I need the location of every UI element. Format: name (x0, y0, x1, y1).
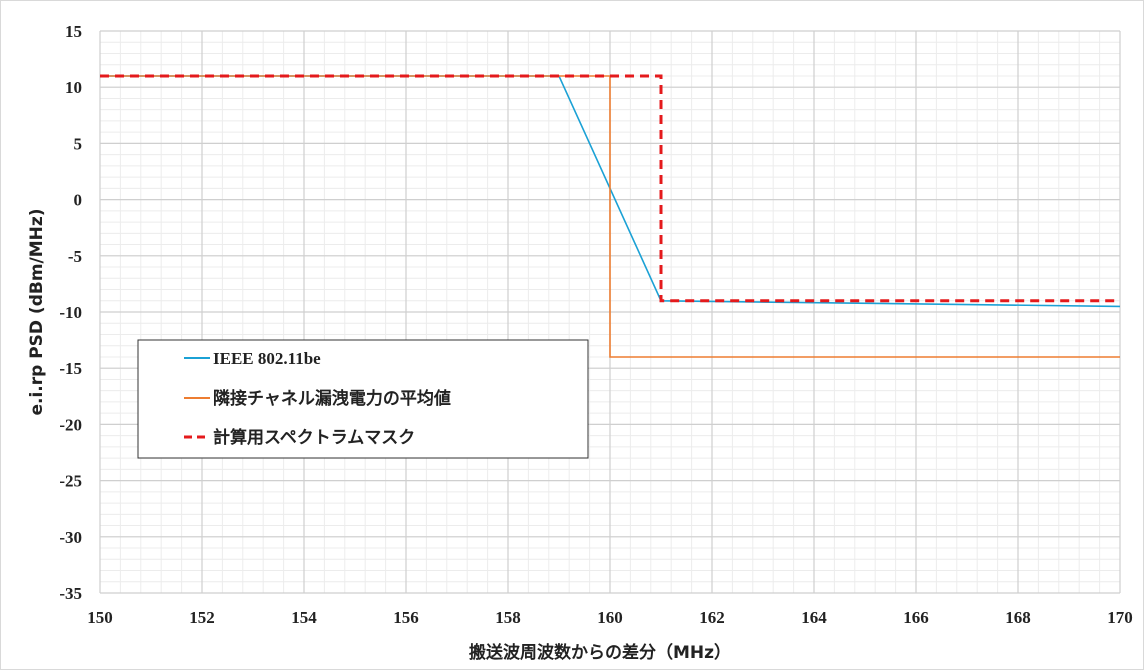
x-tick-label: 164 (801, 608, 827, 627)
x-axis-label: 搬送波周波数からの差分（MHz） (469, 642, 731, 663)
x-tick-label: 156 (393, 608, 419, 627)
x-tick-label: 160 (597, 608, 623, 627)
y-tick-label: -5 (68, 247, 82, 266)
y-tick-label: 10 (65, 78, 82, 97)
y-tick-label: -25 (59, 472, 82, 491)
x-tick-label: 158 (495, 608, 521, 627)
y-tick-label: 0 (74, 191, 83, 210)
y-tick-label: -30 (59, 528, 82, 547)
x-tick-label: 166 (903, 608, 929, 627)
x-tick-label: 150 (87, 608, 113, 627)
legend-box (137, 339, 589, 459)
legend-label-ieee: IEEE 802.11be (213, 349, 321, 368)
series-lines (100, 74, 1121, 358)
x-tick-label: 168 (1005, 608, 1031, 627)
y-axis-label: e.i.rp PSD (dBm/MHz) (27, 208, 47, 415)
y-tick-labels: 15 10 5 0 -5 -10 -15 -20 -25 -30 -35 (59, 22, 82, 603)
x-tick-label: 162 (699, 608, 725, 627)
y-tick-label: -15 (59, 359, 82, 378)
x-tick-label: 170 (1107, 608, 1133, 627)
x-tick-label: 154 (291, 608, 317, 627)
y-tick-label: -35 (59, 584, 82, 603)
legend: IEEE 802.11be 隣接チャネル漏洩電力の平均値 計算用スペクトラムマス… (137, 339, 589, 459)
x-tick-label: 152 (189, 608, 215, 627)
y-tick-label: 15 (65, 22, 82, 41)
y-tick-label: 5 (74, 134, 83, 153)
y-tick-label: -20 (59, 415, 82, 434)
x-tick-labels: 150 152 154 156 158 160 162 164 166 168 170 (87, 608, 1133, 627)
y-tick-label: -10 (59, 303, 82, 322)
legend-label-aclr: 隣接チャネル漏洩電力の平均値 (213, 388, 451, 409)
legend-label-mask: 計算用スペクトラムマスク (213, 427, 415, 448)
